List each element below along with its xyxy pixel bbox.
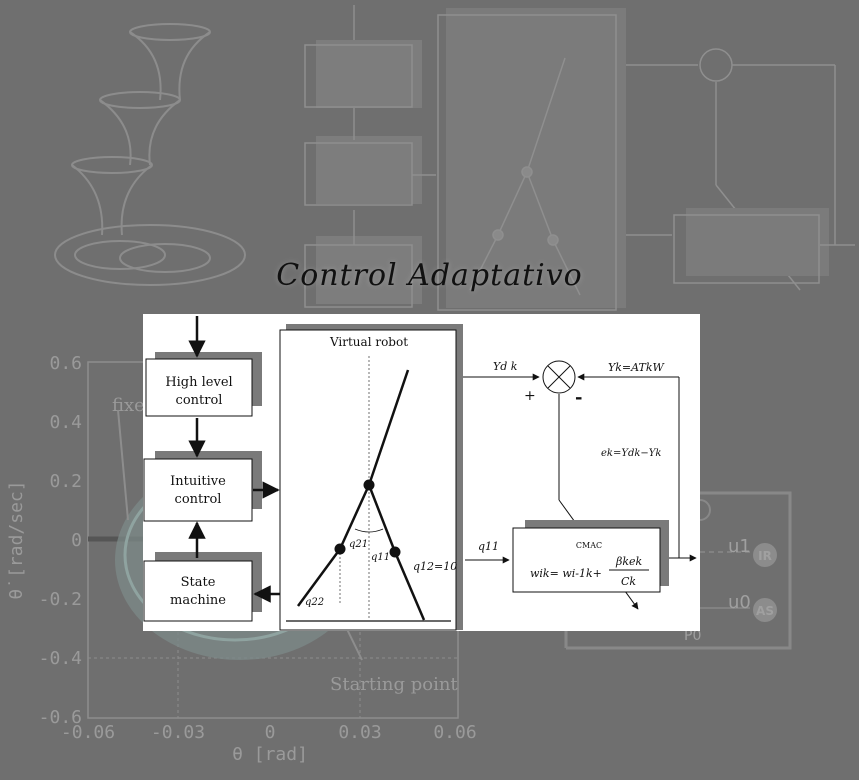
intuitive-line1: Intuitive xyxy=(170,474,226,489)
y-output-label: Yk=ATkW xyxy=(608,361,665,374)
plus-sign: + xyxy=(524,388,536,404)
intuitive-line2: control xyxy=(175,492,222,507)
y-tick-label: -0.2 xyxy=(39,589,82,610)
x-axis-label: θ [rad] xyxy=(232,744,308,765)
starting-point-label: Starting point xyxy=(330,674,458,695)
funnel-sketch xyxy=(54,23,246,286)
hip-joint xyxy=(363,479,375,491)
q12-label: q12=10 xyxy=(413,560,457,573)
cmac-block: CMAC wik= wi-1k+ βkek Ck xyxy=(512,527,661,593)
q11-input-label: q11 xyxy=(478,540,499,553)
as-badge: AS xyxy=(756,604,774,618)
circuit-u0-label: u0 xyxy=(728,592,751,613)
high-level-line2: control xyxy=(176,393,223,408)
y-tick-label: -0.6 xyxy=(39,707,82,728)
x-tick-label: -0.06 xyxy=(61,722,115,743)
summing-junction xyxy=(463,360,697,610)
virtual-robot-frame: Virtual robot q21 q11 q22 q12=10 xyxy=(279,329,457,631)
virtual-robot-label: Virtual robot xyxy=(329,335,408,349)
fixed-point-label: fixe xyxy=(112,395,145,416)
y-tick-label: 0 xyxy=(71,530,82,551)
intuitive-control-block: Intuitive control xyxy=(143,458,253,522)
y-tick-label: 0.2 xyxy=(49,471,82,492)
y-axis-label: θ̇ [rad/sec] xyxy=(6,480,27,599)
x-tick-label: 0.06 xyxy=(433,722,476,743)
circuit-p0-label: P0 xyxy=(684,628,701,644)
x-tick-label: -0.03 xyxy=(151,722,205,743)
control-diagram-panel: High level control Intuitive control Sta… xyxy=(143,314,700,631)
state-line1: State xyxy=(181,575,216,590)
x-tick-label: 0.03 xyxy=(338,722,381,743)
left-knee-joint xyxy=(334,543,346,555)
high-level-line1: High level xyxy=(165,375,232,390)
page-title: Control Adaptativo xyxy=(276,258,583,293)
ir-badge: IR xyxy=(758,549,772,563)
x-tick-label: 0 xyxy=(265,722,276,743)
cmac-update-rule: wik= wi-1k+ xyxy=(530,567,602,580)
y-tick-label: -0.4 xyxy=(39,648,82,669)
high-level-control-block: High level control xyxy=(145,358,253,417)
error-label: ek=Ydk−Yk xyxy=(601,448,661,459)
right-knee-joint xyxy=(389,546,401,558)
q11-label: q11 xyxy=(371,552,390,563)
block-arrows xyxy=(188,316,283,603)
control-diagram: High level control Intuitive control Sta… xyxy=(143,316,697,631)
state-machine-block: State machine xyxy=(143,560,253,622)
minus-sign: - xyxy=(575,387,582,408)
y-tick-label: 0.4 xyxy=(49,412,82,433)
state-line2: machine xyxy=(170,593,226,608)
robot-legs xyxy=(296,369,426,621)
q21-label: q21 xyxy=(349,539,368,550)
faded-diagram xyxy=(304,5,855,311)
cmac-fraction-num: βkek xyxy=(615,555,643,568)
y-desired-label: Yd k xyxy=(493,360,518,373)
circuit-u1-label: u1 xyxy=(728,536,751,557)
cmac-label: CMAC xyxy=(576,541,602,550)
cmac-fraction-den: Ck xyxy=(621,575,636,588)
faded-circuit xyxy=(564,491,792,650)
y-tick-label: 0.6 xyxy=(49,353,82,374)
q22-label: q22 xyxy=(305,597,324,608)
